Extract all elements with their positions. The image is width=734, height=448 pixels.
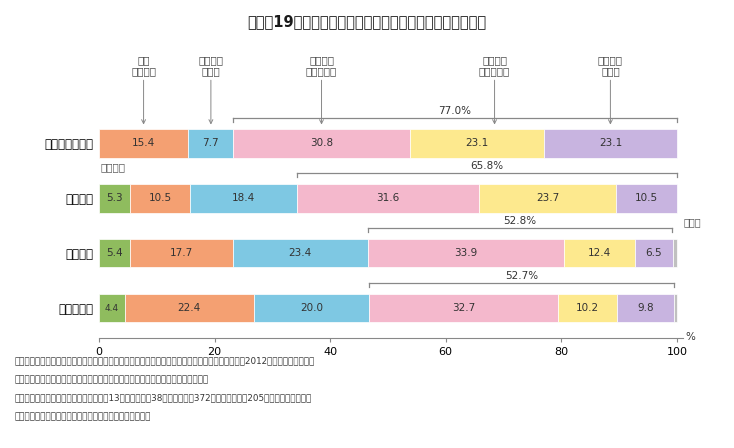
Text: 無回答: 無回答 (684, 217, 702, 227)
Text: 9.8: 9.8 (637, 303, 654, 313)
Text: 52.8%: 52.8% (504, 216, 537, 226)
Bar (564, 239, 635, 267)
Text: 31.6: 31.6 (377, 193, 399, 203)
Text: 33.9: 33.9 (454, 248, 477, 258)
Text: 32.7: 32.7 (452, 303, 476, 313)
Text: 的に６次産業化の取組を行っている農業者を含む。: 的に６次産業化の取組を行っている農業者を含む。 (15, 413, 151, 422)
Bar (559, 294, 617, 322)
Bar (233, 239, 368, 267)
Text: ５割以上
の増収: ５割以上 の増収 (598, 55, 623, 76)
Text: 65.8%: 65.8% (470, 161, 504, 171)
Bar (544, 129, 677, 158)
Text: 図３－19　６次産業化への取組による農業者の収入の変化: 図３－19 ６次産業化への取組による農業者の収入の変化 (247, 14, 487, 29)
Bar (125, 294, 254, 322)
Text: 17.7: 17.7 (170, 248, 193, 258)
Text: 7.7: 7.7 (202, 138, 219, 148)
Text: 23.7: 23.7 (536, 193, 559, 203)
Bar (99, 294, 125, 322)
Text: 10.5: 10.5 (635, 193, 658, 203)
Bar (617, 294, 674, 322)
Text: 6.5: 6.5 (646, 248, 662, 258)
Bar (131, 239, 233, 267)
Text: 22.4: 22.4 (178, 303, 201, 313)
Bar (635, 239, 673, 267)
Text: １～３割
程度の増収: １～３割 程度の増収 (306, 55, 337, 76)
Text: 注：１）農業者モニター２千人を対象としたアンケート調査（回収率８４．７％）: 注：１）農業者モニター２千人を対象としたアンケート調査（回収率８４．７％） (15, 375, 209, 384)
Text: 4.4: 4.4 (105, 304, 119, 313)
Bar (99, 184, 130, 212)
Bar (674, 294, 677, 322)
Bar (368, 239, 564, 267)
Bar (410, 129, 544, 158)
Bar (130, 184, 190, 212)
Text: 20.0: 20.0 (300, 303, 323, 313)
Bar (479, 184, 616, 212)
Text: 5.3: 5.3 (106, 193, 123, 203)
Text: 10.5: 10.5 (148, 193, 172, 203)
Text: 15.4: 15.4 (132, 138, 155, 148)
Bar (673, 239, 677, 267)
Bar (616, 184, 677, 212)
Bar (188, 129, 233, 158)
Text: 資料：農林水産省「食料・農業・農村及び水産業・水産物に関する意識・意向調査」（平成２４（2012）年１～２月実施）: 資料：農林水産省「食料・農業・農村及び水産業・水産物に関する意識・意向調査」（平… (15, 356, 315, 365)
Bar (233, 129, 410, 158)
Bar (254, 294, 369, 322)
Text: 「減った: 「減った (101, 163, 126, 172)
Text: 30.8: 30.8 (310, 138, 333, 148)
Text: 12.4: 12.4 (588, 248, 611, 258)
Text: 18.4: 18.4 (232, 193, 255, 203)
Text: 77.0%: 77.0% (438, 107, 471, 116)
Bar (190, 184, 297, 212)
Text: ２）集計対象者は、農家レストラン13人、観光農土38人、直接販売372人、農産物加工205人。それぞれ、複合: ２）集計対象者は、農家レストラン13人、観光農土38人、直接販売372人、農産物… (15, 394, 312, 403)
Text: 10.2: 10.2 (576, 303, 600, 313)
Text: ３～５割
程度の増収: ３～５割 程度の増収 (479, 55, 510, 76)
Bar (369, 294, 559, 322)
Text: １割程度
の増収: １割程度 の増収 (198, 55, 223, 76)
Text: 52.7%: 52.7% (505, 271, 538, 281)
Bar (99, 129, 188, 158)
Text: 23.4: 23.4 (288, 248, 312, 258)
Text: %: % (686, 332, 695, 342)
Text: 23.1: 23.1 (465, 138, 489, 148)
Text: 特に
変化なし: 特に 変化なし (131, 55, 156, 76)
Text: 5.4: 5.4 (106, 248, 123, 258)
Bar (99, 239, 131, 267)
Text: 23.1: 23.1 (599, 138, 622, 148)
Bar (297, 184, 479, 212)
